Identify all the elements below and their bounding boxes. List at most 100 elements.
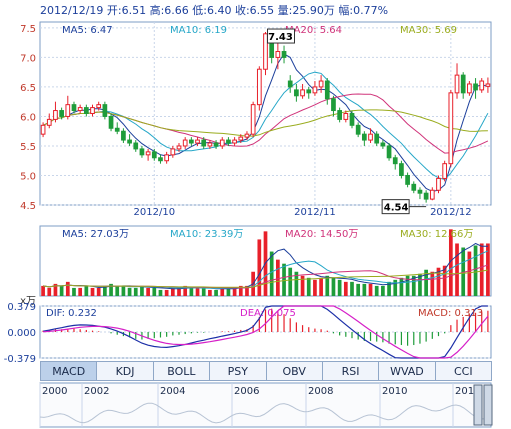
year-label: 2012 (455, 386, 480, 397)
candle (158, 157, 163, 162)
volume-bar (245, 285, 249, 296)
volume-bar (424, 269, 428, 296)
volume-bar (140, 285, 144, 296)
candle (139, 148, 145, 156)
volume-bar (343, 281, 348, 296)
candle (324, 80, 330, 100)
timeline-navigator (39, 382, 492, 428)
candle (96, 104, 102, 109)
volume-bar (374, 285, 379, 296)
candle (442, 163, 448, 179)
candle (411, 183, 417, 191)
tab-macd[interactable]: MACD (40, 361, 98, 381)
price-ma-legend: MA10: 6.19 (170, 25, 227, 36)
volume-bar (226, 287, 231, 296)
candle (287, 80, 293, 88)
high-label: 7.43 (268, 32, 293, 43)
volume-bar (362, 283, 367, 296)
volume-bar (121, 285, 126, 296)
candle (436, 177, 441, 191)
candle (460, 74, 466, 94)
volume-ma-legend: MA10: 23.39万 (170, 229, 243, 240)
candle (244, 133, 250, 138)
candle (386, 145, 392, 159)
candle (312, 86, 318, 94)
candle (473, 83, 478, 91)
range-handle-right[interactable] (483, 384, 493, 426)
price-tick-label: 7.0 (20, 53, 36, 64)
macd-tick-label: 0.000 (7, 328, 36, 339)
candle (281, 51, 287, 58)
candle (83, 107, 89, 114)
candle (238, 136, 244, 141)
candle (479, 80, 485, 91)
ma-line (42, 71, 489, 181)
date-tick-label: 2012/12 (430, 207, 472, 218)
candle (102, 104, 108, 117)
volume-bar (306, 277, 311, 296)
year-label: 2002 (84, 386, 109, 397)
overview-line (39, 402, 489, 424)
macd-label: MACD: 0.313 (418, 308, 483, 319)
volume-bar (152, 287, 157, 296)
volume-bar (59, 285, 64, 296)
range-handle-left[interactable] (473, 384, 483, 426)
candle (454, 74, 460, 94)
volume-bar (455, 243, 459, 296)
volume-bar (368, 283, 373, 296)
candle (176, 145, 182, 150)
volume-bar (183, 285, 188, 296)
candle (114, 127, 120, 132)
high-label-box (267, 28, 295, 44)
dea-line (43, 305, 489, 359)
macd-tick-label: -0.379 (4, 354, 36, 365)
tab-obv[interactable]: OBV (265, 361, 323, 381)
volume-bar (399, 277, 404, 296)
quote-summary: 2012/12/19 开:6.51 高:6.66 低:6.40 收:6.55 量… (40, 4, 389, 17)
volume-bar (442, 265, 447, 296)
tab-wvad[interactable]: WVAD (378, 361, 436, 381)
candle (182, 139, 188, 147)
candle (232, 139, 237, 144)
volume-bar (201, 287, 206, 296)
candle (380, 142, 386, 147)
volume-bar (238, 285, 243, 296)
candle (46, 118, 52, 126)
candle (374, 133, 380, 144)
date-tick-label: 2012/11 (294, 207, 336, 218)
volume-bar (220, 287, 225, 296)
price-tick-label: 5.5 (20, 142, 36, 153)
volume-bar (78, 287, 83, 296)
candle (65, 104, 71, 117)
candle (207, 142, 213, 147)
dea-label: DEA: 0.075 (240, 308, 296, 319)
volume-bar (158, 289, 163, 296)
candle (133, 142, 139, 150)
candle (151, 151, 157, 159)
volume-bar (282, 263, 286, 296)
candle (59, 110, 64, 117)
volume-bar (467, 251, 472, 296)
year-label: 2004 (160, 386, 185, 397)
candle (294, 89, 299, 97)
year-label: 2010 (382, 386, 407, 397)
volume-bar (84, 285, 89, 296)
candle (399, 163, 404, 176)
volume-bar (133, 287, 138, 296)
volume-bar (53, 283, 58, 296)
year-label: 2006 (234, 386, 259, 397)
candle (448, 92, 454, 165)
tab-cci[interactable]: CCI (434, 361, 492, 381)
candle (343, 113, 349, 120)
volume-bar (146, 287, 150, 296)
tab-psy[interactable]: PSY (209, 361, 267, 381)
volume-bar (350, 281, 354, 296)
tab-kdj[interactable]: KDJ (96, 361, 154, 381)
volume-bar (381, 285, 385, 296)
tab-rsi[interactable]: RSI (321, 361, 380, 381)
volume-bar (479, 243, 484, 296)
volume-bar (189, 287, 194, 296)
candle (429, 189, 435, 200)
tab-boll[interactable]: BOLL (152, 361, 211, 381)
